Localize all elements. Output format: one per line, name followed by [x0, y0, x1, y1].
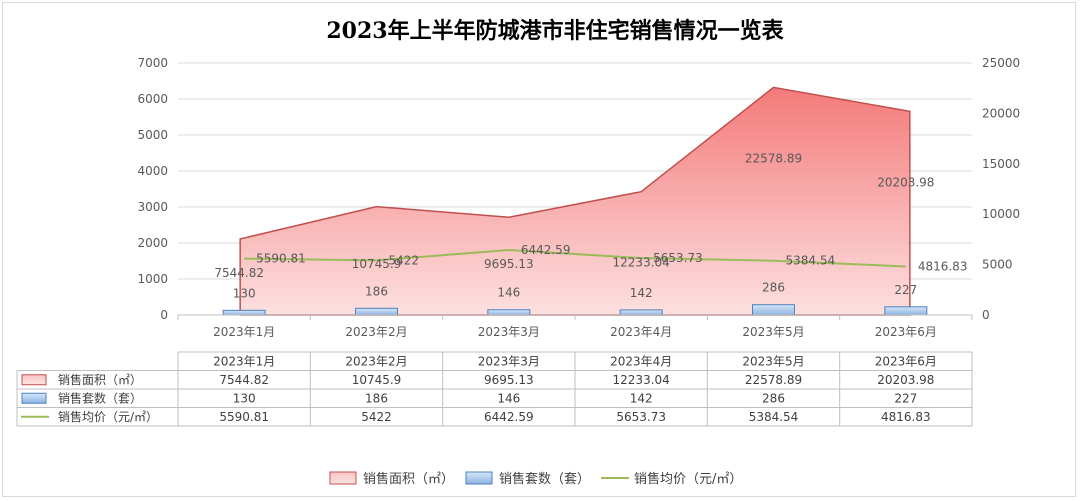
- table-cell: 6442.59: [484, 410, 534, 424]
- line-data-label: 6442.59: [521, 243, 571, 257]
- table-cell: 227: [894, 391, 917, 405]
- y-left-tick: 5000: [137, 128, 168, 142]
- bar-data-label: 146: [497, 286, 520, 300]
- line-data-label: 5590.81: [256, 252, 306, 266]
- bar-sales-count: [619, 309, 663, 316]
- bar-sales-count: [884, 306, 928, 316]
- table-cell: 146: [497, 391, 520, 405]
- bar-data-label: 142: [630, 286, 653, 300]
- x-tick-label: 2023年4月: [610, 325, 672, 339]
- table-header-cell: 2023年6月: [875, 354, 937, 368]
- legend-label: 销售套数（套）: [499, 471, 590, 487]
- bar-data-label: 130: [233, 286, 256, 300]
- y-left-tick: 6000: [137, 92, 168, 106]
- table-cell: 7544.82: [219, 373, 269, 387]
- line-data-label: 4816.83: [918, 259, 968, 273]
- line-data-label: 5384.54: [786, 254, 836, 268]
- y-right-tick: 5000: [982, 258, 1013, 272]
- watermark-text: 防城港房协: [898, 442, 1018, 470]
- table-cell: 286: [762, 391, 785, 405]
- area-series: [239, 86, 911, 316]
- area-sales-area: [239, 86, 911, 316]
- table-row-label: 销售套数（套）: [58, 390, 142, 405]
- table-row-label: 销售面积（㎡）: [58, 372, 142, 387]
- table-cell: 130: [233, 391, 256, 405]
- table-cell: 4816.83: [881, 410, 931, 424]
- legend-label: 销售面积（㎡）: [363, 471, 454, 487]
- table-key-area: [21, 374, 47, 386]
- legend-label: 销售均价（元/㎡）: [634, 471, 742, 487]
- table-cell: 20203.98: [877, 373, 934, 387]
- axes: 0 1000 2000 3000 4000 5000 6000 7000 0 5000 10000 1…: [137, 56, 1020, 339]
- y-right-tick: 25000: [982, 56, 1020, 70]
- table-cell: 5422: [361, 410, 392, 424]
- table-cell: 10745.9: [352, 373, 402, 387]
- y-left-tick: 3000: [137, 200, 168, 214]
- bar-sales-count: [752, 304, 795, 316]
- table-row-label: 销售均价（元/㎡）: [58, 409, 158, 424]
- x-tick-label: 2023年2月: [345, 325, 407, 339]
- bar-data-label: 227: [894, 283, 917, 297]
- table-header-cell: 2023年4月: [610, 354, 672, 368]
- y-left-tick: 2000: [137, 236, 168, 250]
- table-header-cell: 2023年5月: [742, 354, 804, 368]
- table-cell: 5653.73: [616, 410, 666, 424]
- y-right-tick: 10000: [982, 207, 1020, 221]
- data-labels: 5590.81 5422 6442.59 5653.73 5384.54 4816.83 7…: [214, 151, 967, 300]
- area-data-label: 22578.89: [745, 151, 802, 165]
- x-tick-label: 2023年3月: [478, 325, 540, 339]
- bar-sales-count: [355, 307, 398, 316]
- bar-sales-count: [487, 309, 531, 316]
- y-left-tick: 7000: [137, 56, 168, 70]
- table-cell: 9695.13: [484, 373, 534, 387]
- x-tick-label: 2023年6月: [875, 325, 937, 339]
- line-data-label: 5422: [389, 253, 420, 267]
- x-tick-label: 2023年1月: [213, 325, 275, 339]
- line-avg-price: [244, 249, 906, 268]
- y-left-tick: 1000: [137, 272, 168, 286]
- area-data-label: 20203.98: [877, 175, 934, 189]
- table-header-cell: 2023年3月: [478, 354, 540, 368]
- y-left-tick: 4000: [137, 164, 168, 178]
- y-right-tick: 15000: [982, 157, 1020, 171]
- data-table: 2023年1月 2023年2月 2023年3月 2023年4月 2023年5月 2023年…: [16, 351, 973, 427]
- legend-key-area: [329, 471, 357, 485]
- area-data-label: 7544.82: [214, 266, 264, 280]
- area-data-label: 9695.13: [484, 257, 534, 271]
- wechat-icon: [859, 444, 891, 469]
- line-series: [244, 249, 906, 268]
- area-data-label: 10745.9: [352, 257, 402, 271]
- table-cell: 142: [630, 391, 653, 405]
- bar-sales-count: [222, 309, 266, 316]
- chart-title: 2023年上半年防城港市非住宅销售情况一览表: [326, 18, 784, 44]
- bar-data-label: 186: [365, 284, 388, 298]
- legend-key-bar: [465, 471, 493, 485]
- watermark: 防城港房协: [859, 442, 1018, 470]
- table-header-cell: 2023年1月: [213, 354, 275, 368]
- y-right-tick: 20000: [982, 106, 1020, 120]
- bar-data-label: 286: [762, 281, 785, 295]
- table-key-bar: [21, 392, 47, 404]
- table-header-cell: 2023年2月: [345, 354, 407, 368]
- table-cell: 5590.81: [219, 410, 269, 424]
- area-data-label: 12233.04: [613, 256, 670, 270]
- legend: 销售面积（㎡） 销售套数（套） 销售均价（元/㎡）: [329, 471, 742, 487]
- y-left-tick: 0: [160, 308, 168, 322]
- table-cell: 5384.54: [749, 410, 799, 424]
- y-right-tick: 0: [982, 308, 990, 322]
- table-cell: 12233.04: [613, 373, 670, 387]
- table-cell: 186: [365, 391, 388, 405]
- table-cell: 22578.89: [745, 373, 802, 387]
- line-data-label: 5653.73: [653, 251, 703, 265]
- x-tick-label: 2023年5月: [742, 325, 804, 339]
